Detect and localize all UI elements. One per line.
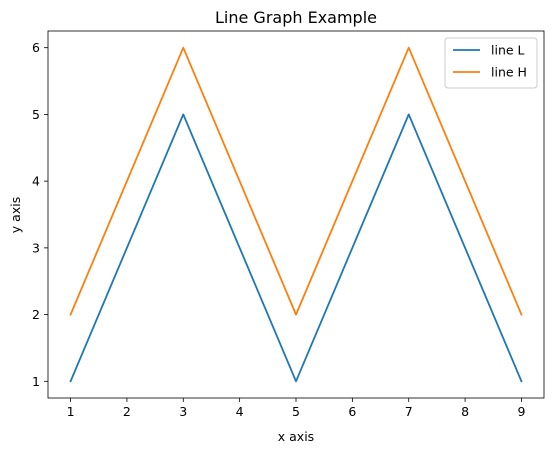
legend-entry-line-l: line L — [491, 43, 525, 58]
y-tick-label: 5 — [32, 107, 40, 122]
x-tick-label: 3 — [179, 404, 187, 419]
x-tick-label: 2 — [123, 404, 131, 419]
y-axis-ticks: 1 2 3 4 5 6 — [32, 40, 48, 389]
y-tick-label: 6 — [32, 40, 40, 55]
y-axis-label: y axis — [8, 197, 23, 233]
x-tick-label: 9 — [517, 404, 525, 419]
series-line-l — [69, 113, 523, 383]
x-tick-label: 5 — [292, 404, 300, 419]
legend: line L line H — [444, 37, 538, 89]
series-line-h — [69, 46, 523, 316]
x-axis-ticks: 1 2 3 4 5 6 7 8 9 — [67, 398, 525, 419]
x-tick-label: 6 — [348, 404, 356, 419]
x-tick-label: 7 — [405, 404, 413, 419]
x-tick-label: 8 — [461, 404, 469, 419]
y-tick-label: 3 — [32, 240, 40, 255]
chart-title: Line Graph Example — [215, 8, 377, 27]
y-tick-label: 1 — [32, 374, 40, 389]
y-tick-label: 2 — [32, 307, 40, 322]
series-layer — [69, 46, 523, 383]
legend-entry-line-h: line H — [491, 65, 527, 80]
x-tick-label: 4 — [236, 404, 244, 419]
x-axis-label: x axis — [278, 429, 314, 444]
y-tick-label: 4 — [32, 174, 40, 189]
x-tick-label: 1 — [67, 404, 75, 419]
